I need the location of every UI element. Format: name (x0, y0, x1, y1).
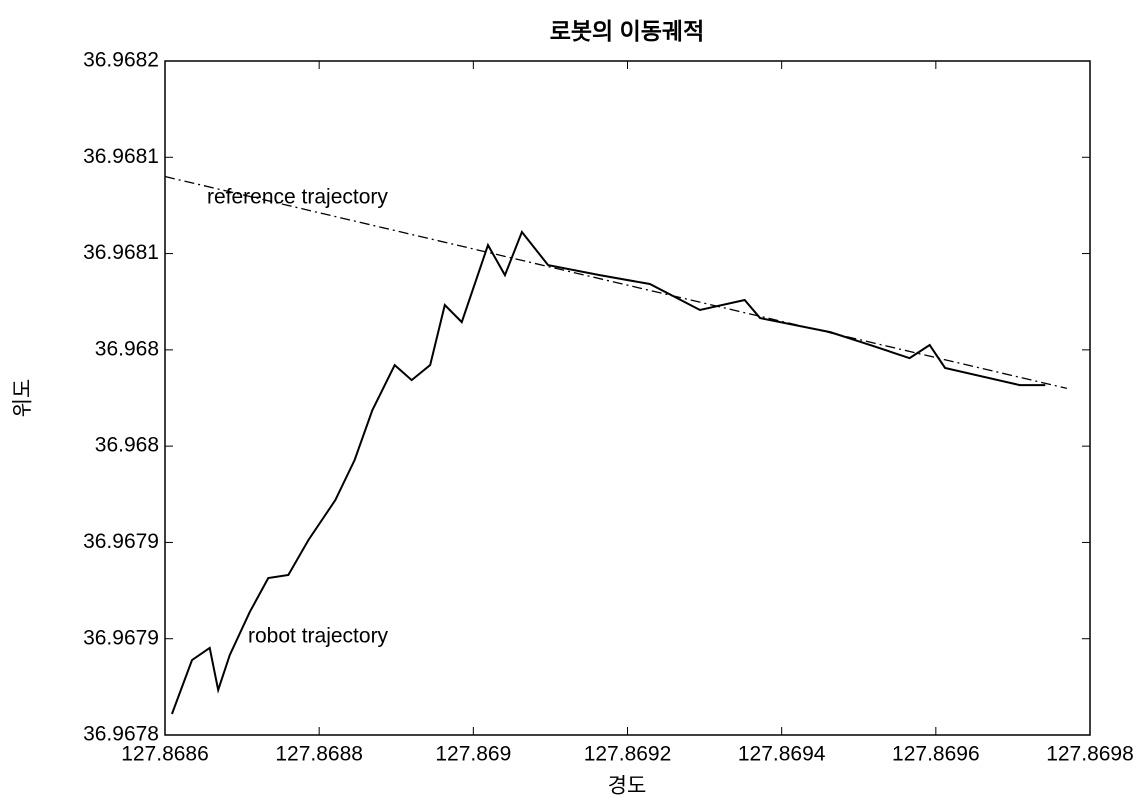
y-tick-label: 36.9681 (83, 241, 159, 264)
annotation: reference trajectory (207, 186, 388, 209)
x-tick-label: 127.8688 (275, 743, 363, 766)
x-tick-label: 127.8696 (892, 743, 980, 766)
x-tick-label: 127.8686 (121, 743, 209, 766)
x-tick-label: 127.8692 (584, 743, 672, 766)
annotation: robot trajectory (248, 625, 389, 648)
x-axis-label: 경도 (608, 775, 647, 798)
y-tick-label: 36.9679 (83, 626, 159, 649)
y-tick-label: 36.9681 (83, 145, 159, 168)
x-tick-label: 127.8694 (738, 743, 826, 766)
chart-title: 로봇의 이동궤적 (550, 18, 705, 44)
x-tick-label: 127.8698 (1046, 743, 1134, 766)
y-axis-label: 위도 (12, 379, 35, 418)
y-tick-label: 36.968 (95, 434, 159, 457)
y-tick-label: 36.9678 (83, 723, 159, 746)
robot-line (171, 230, 1046, 715)
y-tick-label: 36.968 (95, 337, 159, 360)
y-tick-label: 36.9682 (83, 49, 159, 72)
y-tick-label: 36.9679 (83, 530, 159, 553)
reference-line (164, 175, 1068, 390)
x-tick-label: 127.869 (435, 743, 511, 766)
